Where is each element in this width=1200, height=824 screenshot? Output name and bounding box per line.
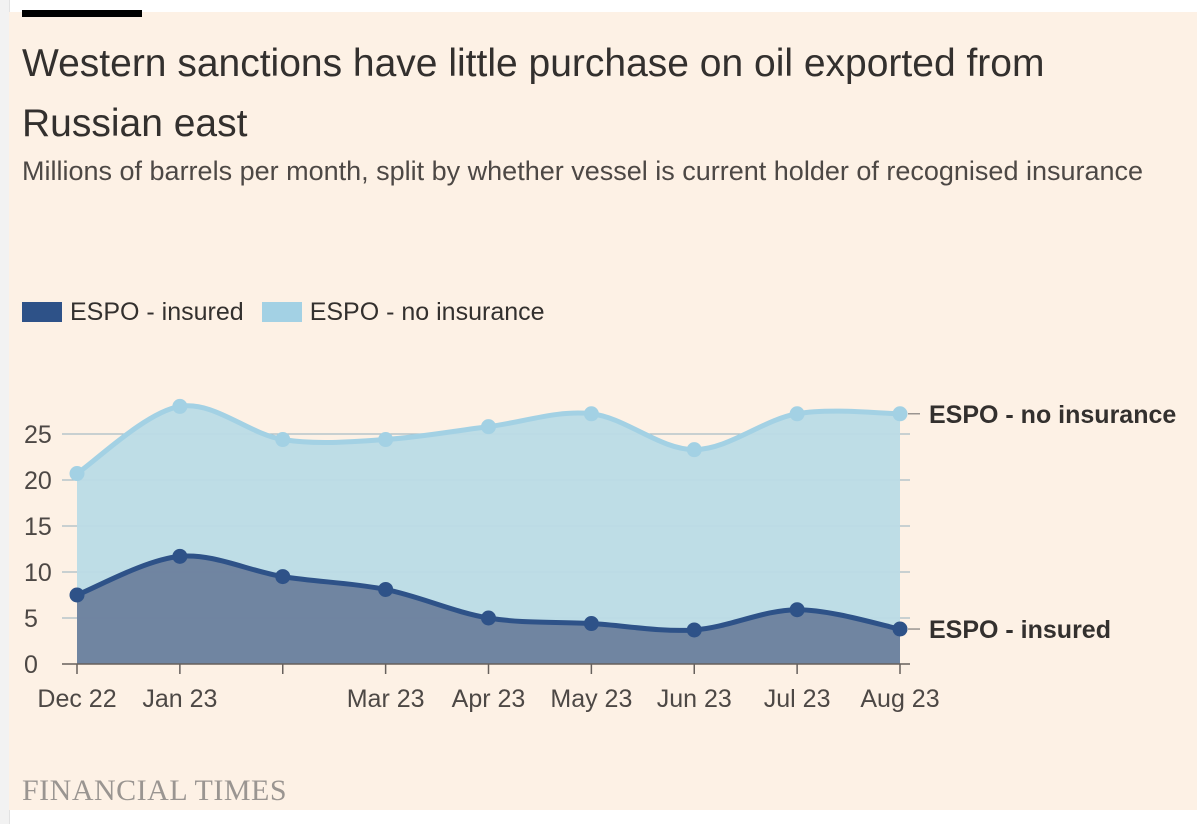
end-label-insured: ESPO - insured [929, 616, 1111, 644]
point-insured [583, 616, 599, 632]
point-no-insurance [275, 432, 291, 448]
point-no-insurance [686, 442, 702, 458]
legend-label-insured: ESPO - insured [70, 297, 244, 326]
x-tick-label: Aug 23 [860, 685, 939, 713]
y-tick-label: 10 [24, 559, 52, 587]
y-tick-label: 15 [24, 513, 52, 541]
legend-label-no-insurance: ESPO - no insurance [309, 297, 545, 326]
point-insured [172, 548, 188, 564]
legend-item-insured: ESPO - insured [22, 298, 244, 327]
legend-swatch-insured [22, 302, 62, 322]
point-no-insurance [583, 406, 599, 422]
y-tick-label: 25 [24, 421, 52, 449]
legend-swatch-no-insurance [261, 302, 302, 322]
point-insured [892, 621, 908, 637]
point-no-insurance [172, 398, 188, 414]
point-insured [686, 622, 702, 638]
x-tick-label: Dec 22 [37, 685, 116, 713]
y-tick-label: 20 [24, 467, 52, 495]
source-credit: FINANCIAL TIMES [22, 774, 288, 807]
y-tick-label: 5 [24, 605, 38, 633]
x-tick-label: Jun 23 [657, 685, 732, 713]
point-insured [275, 569, 291, 585]
chart-subtitle: Millions of barrels per month, split by … [22, 156, 1144, 186]
point-insured [481, 610, 496, 626]
y-tick-label: 0 [24, 651, 38, 679]
point-insured [789, 602, 805, 618]
x-tick-label: Jan 23 [142, 685, 217, 713]
x-tick-label: Mar 23 [347, 685, 425, 713]
point-no-insurance [481, 419, 496, 435]
point-no-insurance [378, 432, 394, 448]
end-label-no-insurance: ESPO - no insurance [929, 401, 1176, 429]
point-no-insurance [789, 406, 805, 422]
x-tick-label: May 23 [550, 685, 632, 713]
point-insured [69, 587, 85, 603]
legend: ESPO - insured ESPO - no insurance [22, 296, 563, 328]
chart-title: Western sanctions have little purchase o… [22, 42, 1045, 145]
x-tick-label: Jul 23 [764, 685, 831, 713]
point-insured [378, 581, 394, 597]
legend-item-no-insurance: ESPO - no insurance [261, 297, 545, 327]
x-tick-label: Apr 23 [452, 685, 526, 713]
point-no-insurance [69, 466, 85, 482]
point-no-insurance [892, 406, 908, 422]
brand-bar [22, 10, 142, 17]
